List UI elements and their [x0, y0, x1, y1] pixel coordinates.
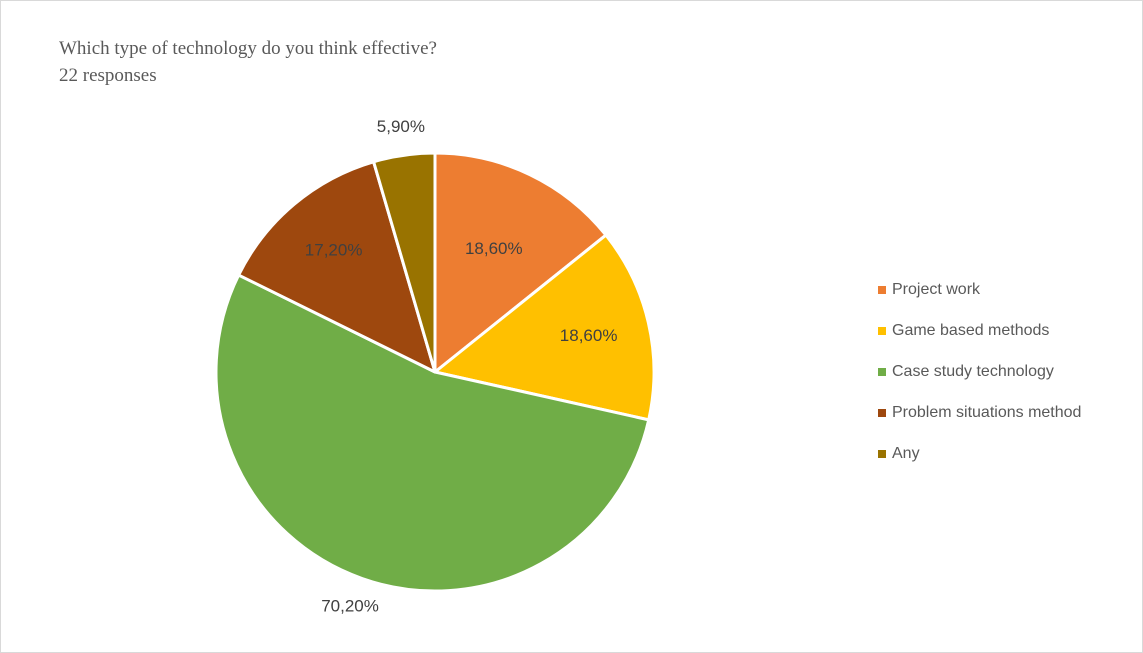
- pie-slice-case-study-technology: [214, 273, 651, 593]
- legend-swatch-any: [878, 450, 886, 458]
- legend-swatch-problem-situations-method: [878, 409, 886, 417]
- legend-swatch-case-study-technology: [878, 368, 886, 376]
- pie-slice-any: [372, 151, 437, 374]
- legend-label-case-study-technology: Case study technology: [892, 363, 1054, 380]
- slice-label-problem-situations-method: 17,20%: [305, 241, 363, 260]
- pie-slice-project-work: [433, 151, 608, 374]
- legend-swatch-project-work: [878, 286, 886, 294]
- chart-subtitle: 22 responses: [59, 65, 157, 86]
- legend-swatch-game-based-methods: [878, 327, 886, 335]
- pie-slice-game-based-methods: [433, 233, 656, 422]
- slice-label-game-based-methods: 18,60%: [560, 326, 618, 345]
- legend: Project work Game based methods Case study…: [878, 281, 1081, 462]
- legend-label-game-based-methods: Game based methods: [892, 322, 1049, 339]
- slice-label-case-study-technology: 70,20%: [321, 597, 379, 616]
- legend-label-any: Any: [892, 445, 920, 462]
- slice-label-any: 5,90%: [377, 117, 425, 136]
- slice-label-project-work: 18,60%: [465, 239, 523, 258]
- pie-slices: [214, 151, 656, 593]
- chart-title: Which type of technology do you think ef…: [59, 38, 437, 59]
- legend-label-problem-situations-method: Problem situations method: [892, 404, 1081, 421]
- slice-labels: 18,60% 18,60% 70,20% 17,20% 5,90%: [305, 117, 618, 616]
- pie-slice-problem-situations-method: [237, 160, 437, 374]
- legend-label-project-work: Project work: [892, 281, 981, 298]
